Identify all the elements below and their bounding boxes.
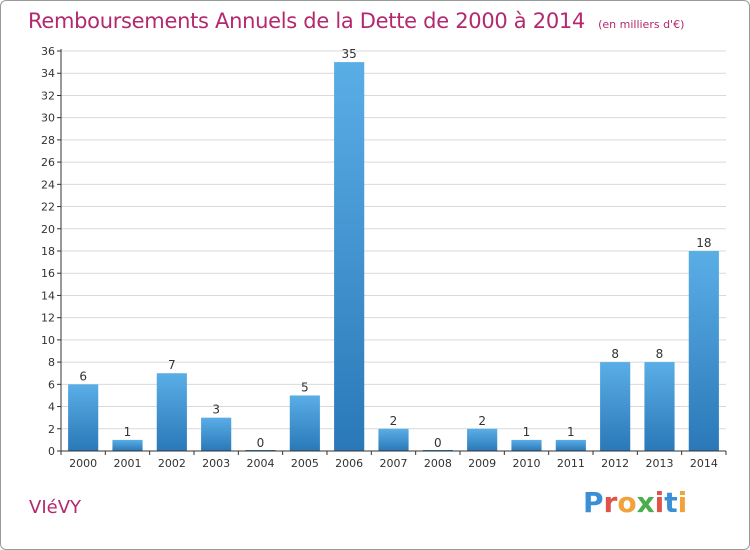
chart-subtitle: (en milliers d'€) — [598, 18, 685, 31]
x-tick-label: 2012 — [601, 457, 629, 470]
axes — [57, 49, 727, 455]
bar — [289, 395, 320, 451]
data-label: 2 — [390, 414, 398, 428]
bar — [511, 439, 542, 451]
y-tick-label: 26 — [41, 156, 55, 169]
y-tick-label: 10 — [41, 334, 55, 347]
x-tick-label: 2000 — [69, 457, 97, 470]
data-label: 8 — [611, 347, 619, 361]
y-tick-label: 2 — [48, 423, 55, 436]
bar — [644, 362, 675, 451]
y-tick-label: 14 — [41, 289, 55, 302]
bar — [201, 417, 232, 451]
bar — [467, 428, 498, 451]
data-label: 1 — [523, 425, 531, 439]
bar — [112, 439, 143, 451]
labels: 0246810121416182022242628303234362000620… — [41, 45, 718, 470]
y-tick-label: 6 — [48, 378, 55, 391]
x-tick-label: 2013 — [646, 457, 674, 470]
logo-letter: x — [636, 486, 655, 519]
x-tick-label: 2006 — [335, 457, 363, 470]
bar — [156, 373, 187, 451]
y-tick-label: 24 — [41, 178, 55, 191]
logo-letter: r — [603, 486, 618, 519]
data-label: 8 — [656, 347, 664, 361]
data-label: 0 — [434, 436, 442, 450]
chart-title: Remboursements Annuels de la Dette de 20… — [28, 9, 585, 33]
y-tick-label: 22 — [41, 201, 55, 214]
x-tick-label: 2002 — [158, 457, 186, 470]
bar — [334, 62, 365, 451]
logo-letter: o — [617, 486, 637, 519]
y-tick-label: 0 — [48, 445, 55, 458]
data-label: 0 — [257, 436, 265, 450]
x-tick-label: 2007 — [380, 457, 408, 470]
data-label: 3 — [212, 403, 220, 417]
x-tick-label: 2011 — [557, 457, 585, 470]
x-tick-label: 2008 — [424, 457, 452, 470]
x-tick-label: 2005 — [291, 457, 319, 470]
bar — [688, 251, 719, 451]
x-tick-label: 2004 — [247, 457, 275, 470]
logo-letter: i — [654, 486, 665, 519]
bar — [600, 362, 631, 451]
logo-letter: t — [664, 486, 678, 519]
bars — [68, 62, 719, 451]
x-tick-label: 2014 — [690, 457, 718, 470]
bar — [555, 439, 586, 451]
x-tick-label: 2010 — [513, 457, 541, 470]
bar — [378, 428, 409, 451]
y-tick-label: 28 — [41, 134, 55, 147]
title-row: Remboursements Annuels de la Dette de 20… — [28, 9, 684, 33]
y-tick-label: 36 — [41, 45, 55, 58]
y-tick-label: 32 — [41, 89, 55, 102]
data-label: 7 — [168, 358, 176, 372]
y-tick-label: 18 — [41, 245, 55, 258]
data-label: 35 — [342, 47, 357, 61]
y-tick-label: 12 — [41, 312, 55, 325]
data-label: 1 — [124, 425, 132, 439]
data-label: 6 — [79, 369, 87, 383]
logo-letter: P — [583, 486, 604, 519]
y-tick-label: 16 — [41, 267, 55, 280]
bar — [68, 384, 99, 451]
y-tick-label: 8 — [48, 356, 55, 369]
data-label: 2 — [478, 414, 486, 428]
data-label: 1 — [567, 425, 575, 439]
place-name: VIéVY — [29, 497, 82, 518]
data-label: 18 — [696, 236, 711, 250]
y-tick-label: 20 — [41, 223, 55, 236]
y-tick-label: 30 — [41, 112, 55, 125]
logo-letter: i — [677, 486, 688, 519]
y-tick-label: 4 — [48, 401, 55, 414]
x-tick-label: 2003 — [202, 457, 230, 470]
x-tick-label: 2001 — [114, 457, 142, 470]
x-tick-label: 2009 — [468, 457, 496, 470]
proxiti-logo: Proxiti — [583, 486, 687, 519]
data-label: 5 — [301, 380, 309, 394]
y-tick-label: 34 — [41, 67, 55, 80]
